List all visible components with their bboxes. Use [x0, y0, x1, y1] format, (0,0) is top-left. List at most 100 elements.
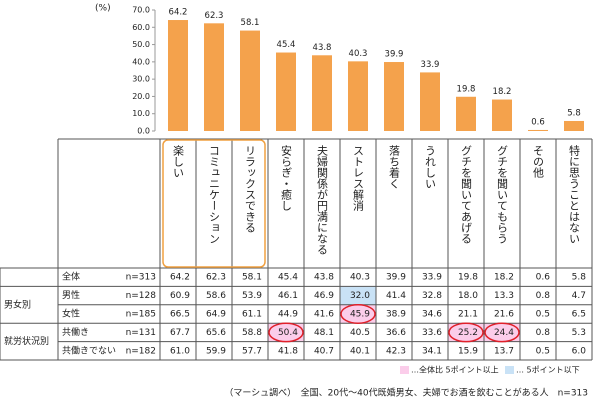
- cell: 0.8: [536, 291, 551, 301]
- cell: 15.9: [458, 346, 478, 356]
- y-tick-label: 30.0: [132, 75, 150, 84]
- plus-cell: [484, 323, 520, 342]
- cell: 67.7: [170, 328, 190, 338]
- category-label: 安らぎ・癒し: [280, 144, 293, 211]
- cell: 44.9: [278, 310, 298, 320]
- footer: （マーシュ調べ） 全国、20代～40代既婚男女、夫婦でお酒を飲むことがある人 n…: [224, 387, 588, 399]
- cell: 21.1: [458, 310, 478, 320]
- cell: 13.3: [494, 291, 514, 301]
- cell: 50.4: [278, 328, 298, 338]
- category-label: グチを聞いてもらう: [496, 145, 509, 244]
- value-label: 33.9: [421, 60, 440, 70]
- cell: 0.5: [536, 310, 550, 320]
- category-label: グチを聞いてあげる: [460, 145, 473, 244]
- cell: 60.9: [170, 291, 190, 301]
- cell: 48.1: [314, 328, 334, 338]
- highlight-box: [162, 139, 266, 268]
- category-label: その他: [532, 145, 545, 178]
- cell: 32.8: [422, 291, 442, 301]
- group-label: 就労状況別: [4, 335, 49, 347]
- y-tick-label: 40.0: [132, 57, 150, 66]
- value-label: 40.3: [349, 49, 368, 59]
- cell: 38.9: [386, 310, 406, 320]
- cell: 40.5: [350, 328, 370, 338]
- cell: 58.1: [242, 273, 262, 283]
- cell: 0.8: [536, 328, 551, 338]
- category-label: 特に思うことはない: [568, 144, 581, 244]
- bar: [384, 62, 404, 131]
- cell: 40.3: [350, 273, 370, 283]
- row-n: n=185: [126, 310, 156, 320]
- value-label: 39.9: [385, 50, 404, 60]
- value-label: 64.2: [169, 8, 188, 18]
- category-label: 夫婦関係が円満になる: [316, 145, 329, 255]
- cell: 0.6: [536, 273, 551, 283]
- cell: 41.8: [278, 346, 298, 356]
- category-label: リラックスできる: [244, 145, 257, 233]
- cell: 61.1: [242, 310, 262, 320]
- cell: 32.0: [350, 291, 370, 301]
- cell: 5.3: [572, 328, 586, 338]
- bar: [204, 23, 224, 132]
- cell: 58.6: [206, 291, 226, 301]
- value-label: 43.8: [313, 43, 332, 53]
- value-label: 62.3: [205, 11, 224, 21]
- cell: 59.9: [206, 346, 226, 356]
- row-n: n=131: [126, 328, 156, 338]
- cell: 40.7: [314, 346, 334, 356]
- plus-cell: [268, 323, 304, 342]
- value-label: 5.8: [567, 108, 581, 118]
- cell: 34.6: [422, 310, 442, 320]
- cell: 65.6: [206, 328, 226, 338]
- cell: 46.1: [278, 291, 298, 301]
- y-tick-label: 10.0: [132, 109, 150, 118]
- cell: 24.4: [494, 328, 514, 338]
- cell: 6.5: [572, 310, 586, 320]
- bar: [312, 55, 332, 131]
- cell: 13.7: [494, 346, 514, 356]
- category-label: ストレス解消: [352, 145, 365, 212]
- bar: [420, 72, 440, 131]
- y-tick-label: 50.0: [132, 40, 150, 49]
- row-label: 女性: [62, 308, 80, 320]
- category-label: うれしい: [424, 145, 437, 189]
- bar: [528, 129, 548, 131]
- bar: [456, 96, 476, 131]
- cell: 40.1: [350, 346, 370, 356]
- y-tick-label: 70.0: [132, 6, 150, 15]
- value-label: 18.2: [493, 87, 512, 97]
- cell: 0.5: [536, 346, 550, 356]
- category-label: 落ち着く: [388, 145, 401, 189]
- cell: 5.8: [572, 273, 587, 283]
- cell: 34.1: [422, 346, 442, 356]
- cell: 61.0: [170, 346, 190, 356]
- bar: [240, 30, 260, 131]
- circle-mark: [484, 322, 520, 343]
- y-tick-label: 60.0: [132, 23, 150, 32]
- cell: 62.3: [206, 273, 226, 283]
- cell: 58.8: [242, 328, 262, 338]
- row-n: n=128: [126, 291, 157, 301]
- group-label: 男女別: [4, 298, 31, 310]
- value-label: 58.1: [241, 18, 260, 28]
- cell: 36.6: [386, 328, 406, 338]
- cell: 39.9: [386, 273, 406, 283]
- row-n: n=313: [126, 273, 156, 283]
- cell: 66.5: [170, 310, 190, 320]
- category-label: コミュニケーション: [208, 145, 221, 244]
- cell: 33.9: [422, 273, 442, 283]
- value-label: 45.4: [277, 40, 296, 50]
- legend-swatch: [505, 366, 514, 374]
- cell: 46.9: [314, 291, 334, 301]
- bar: [348, 61, 368, 131]
- circle-mark: [268, 322, 304, 343]
- row-label: 男性: [62, 289, 80, 301]
- legend-label: … 5ポイント以下: [516, 366, 580, 375]
- legend-swatch: [400, 366, 409, 374]
- row-n: n=182: [126, 346, 156, 356]
- cell: 57.7: [242, 346, 262, 356]
- category-label: 楽しい: [172, 145, 185, 178]
- cell: 41.6: [314, 310, 334, 320]
- value-label: 19.8: [457, 84, 476, 94]
